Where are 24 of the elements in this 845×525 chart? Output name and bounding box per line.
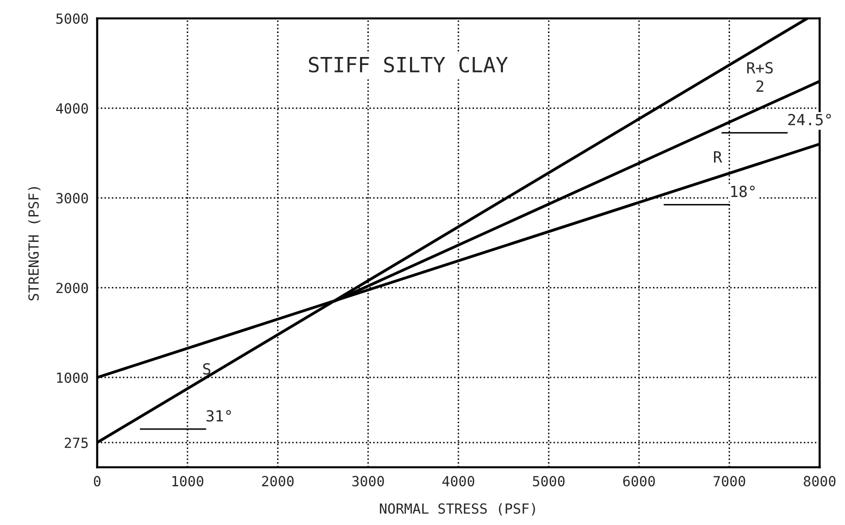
text: STIFF SILTY CLAY [308, 56, 508, 73]
y-tick-label: 1000 [57, 372, 88, 383]
y-axis-title: STRENGTH (PSF) [28, 187, 40, 300]
series-label: R [714, 151, 722, 162]
x-tick-label: 8000 [804, 476, 836, 486]
annotation: 18° [731, 186, 755, 198]
x-tick-label: 7000 [714, 476, 746, 486]
y-tick-label: 5000 [56, 13, 88, 24]
x-tick-label: 1000 [172, 476, 204, 486]
series-label: R+S 2 [747, 62, 773, 92]
annotation: 31° [206, 410, 231, 422]
x-tick-label: 5000 [532, 476, 565, 486]
annotation: 24.5° [788, 114, 831, 126]
x-tick-label: 6000 [623, 476, 655, 486]
x-axis-title: NORMAL STRESS (PSF) [380, 503, 535, 516]
y-tick-label: 4000 [56, 103, 88, 114]
y-tick-label: 275 [64, 438, 88, 448]
x-tick-label: 3000 [352, 476, 384, 486]
series-label: S [203, 363, 210, 375]
x-tick-label: 4000 [442, 476, 474, 486]
x-tick-label: 2000 [262, 476, 294, 486]
y-tick-label: 2000 [56, 282, 88, 294]
x-tick-label: 0 [94, 476, 100, 486]
y-tick-label: 3000 [56, 192, 88, 204]
